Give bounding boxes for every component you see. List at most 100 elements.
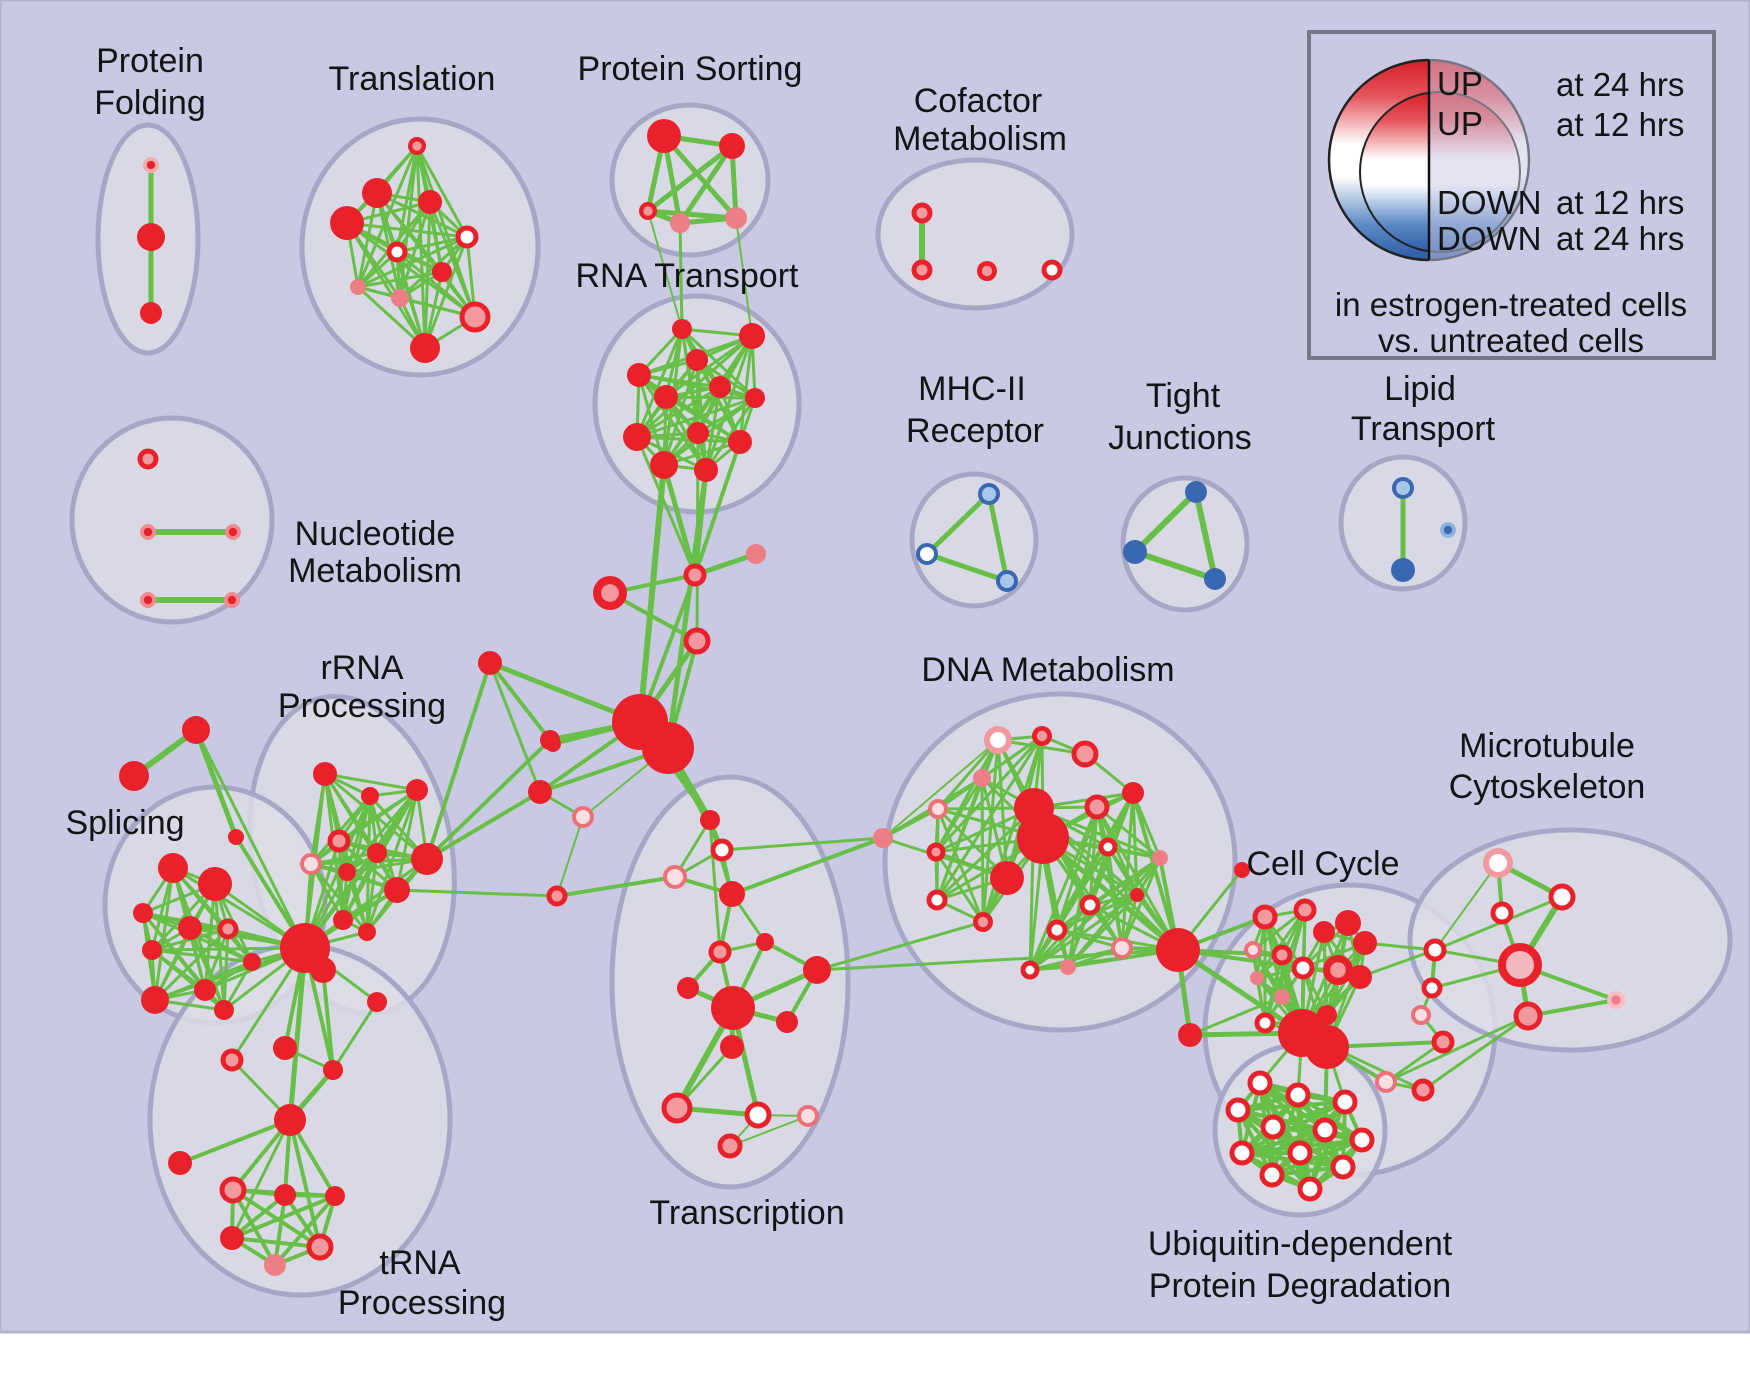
network-node[interactable]	[1254, 1012, 1276, 1034]
network-node[interactable]	[756, 933, 774, 951]
network-node[interactable]	[1431, 1030, 1455, 1054]
network-node[interactable]	[1071, 740, 1099, 768]
network-node[interactable]	[700, 810, 720, 830]
network-node[interactable]	[528, 780, 552, 804]
network-node[interactable]	[719, 133, 745, 159]
network-node[interactable]	[137, 223, 165, 251]
network-node[interactable]	[1185, 481, 1207, 503]
network-node[interactable]	[661, 1092, 693, 1124]
network-node[interactable]	[776, 1011, 798, 1033]
network-node[interactable]	[873, 828, 893, 848]
network-node[interactable]	[214, 1000, 234, 1020]
network-node[interactable]	[1098, 837, 1118, 857]
network-node[interactable]	[310, 957, 336, 983]
network-node[interactable]	[1513, 1001, 1543, 1031]
network-node[interactable]	[686, 349, 708, 371]
network-node[interactable]	[725, 207, 747, 229]
network-node[interactable]	[264, 1254, 286, 1276]
network-node[interactable]	[683, 627, 711, 655]
network-node[interactable]	[1259, 1162, 1285, 1188]
network-node[interactable]	[333, 910, 353, 930]
network-node[interactable]	[1271, 944, 1293, 966]
network-node[interactable]	[1041, 259, 1063, 281]
network-node[interactable]	[1297, 1176, 1323, 1202]
network-node[interactable]	[711, 986, 755, 1030]
network-node[interactable]	[1285, 1082, 1311, 1108]
network-node[interactable]	[306, 1233, 334, 1261]
network-node[interactable]	[746, 544, 766, 564]
network-node[interactable]	[459, 301, 491, 333]
network-node[interactable]	[1020, 960, 1040, 980]
network-node[interactable]	[1079, 894, 1101, 916]
network-node[interactable]	[1017, 812, 1069, 864]
network-node[interactable]	[739, 323, 765, 349]
network-node[interactable]	[119, 761, 149, 791]
network-node[interactable]	[137, 448, 159, 470]
network-node[interactable]	[926, 842, 946, 862]
network-node[interactable]	[274, 1184, 296, 1206]
network-node[interactable]	[1046, 919, 1068, 941]
network-node[interactable]	[367, 843, 387, 863]
network-node[interactable]	[1411, 1078, 1435, 1102]
network-node[interactable]	[1392, 477, 1414, 499]
network-node[interactable]	[219, 1176, 247, 1204]
network-node[interactable]	[323, 1060, 343, 1080]
network-node[interactable]	[1349, 1127, 1375, 1153]
network-node[interactable]	[1287, 1140, 1313, 1166]
network-node[interactable]	[744, 1101, 772, 1129]
network-node[interactable]	[1084, 794, 1110, 820]
network-node[interactable]	[361, 787, 379, 805]
network-node[interactable]	[663, 865, 687, 889]
network-node[interactable]	[1291, 956, 1315, 980]
network-node[interactable]	[670, 213, 690, 233]
network-node[interactable]	[1225, 1097, 1251, 1123]
network-node[interactable]	[478, 651, 502, 675]
network-node[interactable]	[168, 1151, 192, 1175]
network-node[interactable]	[1274, 989, 1290, 1005]
network-node[interactable]	[916, 543, 938, 565]
network-node[interactable]	[217, 918, 239, 940]
network-node[interactable]	[327, 829, 351, 853]
network-node[interactable]	[141, 986, 169, 1014]
network-node[interactable]	[926, 889, 948, 911]
network-node[interactable]	[1313, 921, 1335, 943]
network-node[interactable]	[572, 806, 594, 828]
network-node[interactable]	[386, 241, 408, 263]
network-node[interactable]	[683, 563, 707, 587]
network-node[interactable]	[627, 363, 651, 387]
network-node[interactable]	[1498, 943, 1542, 987]
network-node[interactable]	[540, 730, 560, 750]
network-node[interactable]	[642, 722, 694, 774]
network-node[interactable]	[1130, 888, 1144, 902]
network-node[interactable]	[1244, 941, 1262, 959]
network-node[interactable]	[142, 940, 162, 960]
network-node[interactable]	[708, 940, 732, 964]
network-node[interactable]	[1060, 959, 1076, 975]
network-node[interactable]	[546, 885, 568, 907]
network-node[interactable]	[418, 190, 442, 214]
network-node[interactable]	[677, 977, 699, 999]
network-node[interactable]	[274, 1104, 306, 1136]
network-node[interactable]	[1156, 928, 1200, 972]
network-node[interactable]	[1122, 782, 1144, 804]
network-node[interactable]	[140, 302, 162, 324]
network-node[interactable]	[1548, 883, 1576, 911]
network-node[interactable]	[911, 202, 933, 224]
network-node[interactable]	[1250, 971, 1264, 985]
network-node[interactable]	[803, 956, 831, 984]
network-node[interactable]	[391, 289, 409, 307]
network-node[interactable]	[973, 769, 991, 787]
network-node[interactable]	[410, 333, 440, 363]
network-node[interactable]	[687, 422, 709, 444]
network-node[interactable]	[650, 451, 678, 479]
network-node[interactable]	[647, 119, 681, 153]
network-node[interactable]	[623, 423, 651, 451]
network-node[interactable]	[745, 388, 765, 408]
network-node[interactable]	[1252, 904, 1278, 930]
network-node[interactable]	[220, 1226, 244, 1250]
network-node[interactable]	[654, 385, 678, 409]
network-node[interactable]	[1421, 977, 1443, 999]
network-node[interactable]	[1312, 1117, 1338, 1143]
network-node[interactable]	[984, 726, 1012, 754]
network-node[interactable]	[928, 799, 948, 819]
